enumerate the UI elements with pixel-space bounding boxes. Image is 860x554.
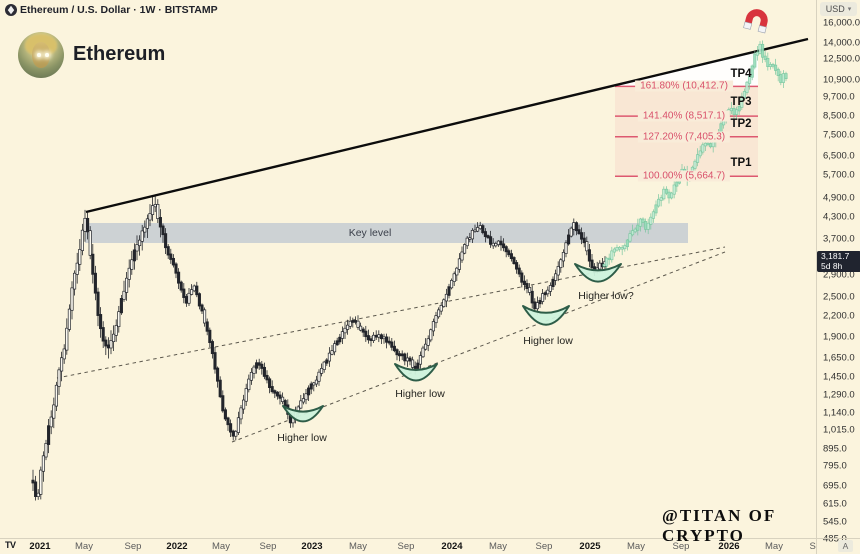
price-tick: 4,300.0 [823, 211, 855, 223]
chevron-down-icon: ▾ [847, 6, 852, 13]
time-tick: Sep [809, 541, 816, 552]
axis-corner [816, 538, 860, 554]
price-tick: 795.0 [823, 460, 847, 472]
price-tick: 2,500.0 [823, 291, 855, 303]
main-trendline[interactable] [85, 37, 809, 214]
avatar-face [32, 42, 50, 68]
price-tick: 3,700.0 [823, 233, 855, 245]
price-tick: 10,900.0 [823, 74, 860, 86]
price-tick: 12,500.0 [823, 53, 860, 65]
tradingview-logo[interactable]: TV [5, 540, 16, 550]
magnet-icon [743, 9, 768, 34]
avatar [18, 32, 64, 78]
price-tick: 1,900.0 [823, 331, 855, 343]
higher-low-label[interactable]: Higher low [523, 335, 573, 347]
price-tick: 4,900.0 [823, 192, 855, 204]
price-tick: 485.0 [823, 533, 847, 545]
time-tick: May [489, 541, 507, 552]
time-tick: Sep [259, 541, 277, 552]
price-tick: 7,500.0 [823, 129, 855, 141]
avatar-eye [45, 53, 49, 57]
price-tick: 8,500.0 [823, 110, 855, 122]
time-tick: 2023 [301, 541, 323, 552]
fib-label[interactable]: 141.40% (8,517.1) [637, 110, 731, 122]
higher-low-arc[interactable] [574, 263, 622, 283]
higher-low-label[interactable]: Higher low [277, 432, 327, 444]
time-tick: May [349, 541, 367, 552]
time-tick: May [627, 541, 645, 552]
avatar-eye [37, 53, 41, 57]
time-tick: Sep [535, 541, 553, 552]
price-tick: 6,500.0 [823, 150, 855, 162]
time-tick: 2022 [166, 541, 188, 552]
bar-countdown: 5d 8h [821, 260, 843, 271]
candles-historical [31, 195, 607, 501]
price-tick: 1,450.0 [823, 371, 855, 383]
page-title: Ethereum [73, 43, 166, 65]
price-tick: 615.0 [823, 498, 847, 510]
price-tick: 2,200.0 [823, 310, 855, 322]
fib-label[interactable]: 127.20% (7,405.3) [637, 131, 731, 143]
price-tick: 1,015.0 [823, 424, 855, 436]
take-profit-label[interactable]: TP2 [730, 118, 752, 130]
price-tick: 16,000.0 [823, 17, 860, 29]
higher-low-arc[interactable] [522, 305, 570, 326]
key-level-band[interactable] [85, 223, 688, 243]
time-tick: Sep [397, 541, 415, 552]
price-tick: 14,000.0 [823, 37, 860, 49]
currency-button[interactable]: USD ▾ [820, 2, 857, 16]
time-tick: May [212, 541, 230, 552]
fib-label[interactable]: 161.80% (10,412.7) [635, 80, 733, 92]
dashed-trendline[interactable] [56, 246, 726, 379]
price-tick: 2,900.0 [823, 269, 855, 281]
price-tick: 1,140.0 [823, 407, 855, 419]
time-axis[interactable]: 2021 May Sep 2022 May Sep 2023 May Sep 2024 May Sep… [0, 538, 816, 554]
time-tick: 2026 [718, 541, 740, 552]
time-tick: May [765, 541, 783, 552]
time-tick: 2021 [29, 541, 51, 552]
price-tick: 695.0 [823, 480, 847, 492]
take-profit-label[interactable]: TP1 [730, 157, 752, 169]
price-axis[interactable]: 16,000.0 14,000.0 12,500.0 10,900.0 9,700.0 8… [816, 0, 860, 554]
higher-low-label[interactable]: Higher low [395, 388, 445, 400]
auto-scale-button[interactable]: A [838, 540, 853, 552]
eth-logo-icon [5, 3, 17, 16]
take-profit-label[interactable]: TP3 [730, 96, 752, 108]
key-level-label: Key level [348, 227, 392, 239]
fib-label[interactable]: 100.00% (5,664.7) [637, 170, 731, 182]
price-tick: 895.0 [823, 443, 847, 455]
time-tick: Sep [124, 541, 142, 552]
price-tick: 5,700.0 [823, 169, 855, 181]
higher-low-arc[interactable] [394, 363, 438, 382]
take-profit-label[interactable]: TP4 [730, 68, 752, 80]
higher-low-arc[interactable] [282, 405, 324, 423]
symbol-breadcrumb[interactable]: Ethereum / U.S. Dollar · 1W · BITSTAMP [20, 4, 218, 16]
price-tick: 545.0 [823, 516, 847, 528]
time-tick: Sep [672, 541, 690, 552]
current-price-value: 3,181.7 [821, 251, 850, 261]
watermark: @TITAN OF CRYPTO [662, 506, 776, 545]
higher-low-label[interactable]: Higher low? [578, 290, 634, 302]
current-price-flag: 3,181.7 5d 8h [817, 251, 860, 272]
price-tick: 1,650.0 [823, 352, 855, 364]
price-tick: 9,700.0 [823, 91, 855, 103]
currency-button-label: USD [825, 4, 845, 14]
time-tick: May [75, 541, 93, 552]
price-tick: 1,290.0 [823, 389, 855, 401]
time-tick: 2024 [441, 541, 463, 552]
time-tick: 2025 [579, 541, 601, 552]
